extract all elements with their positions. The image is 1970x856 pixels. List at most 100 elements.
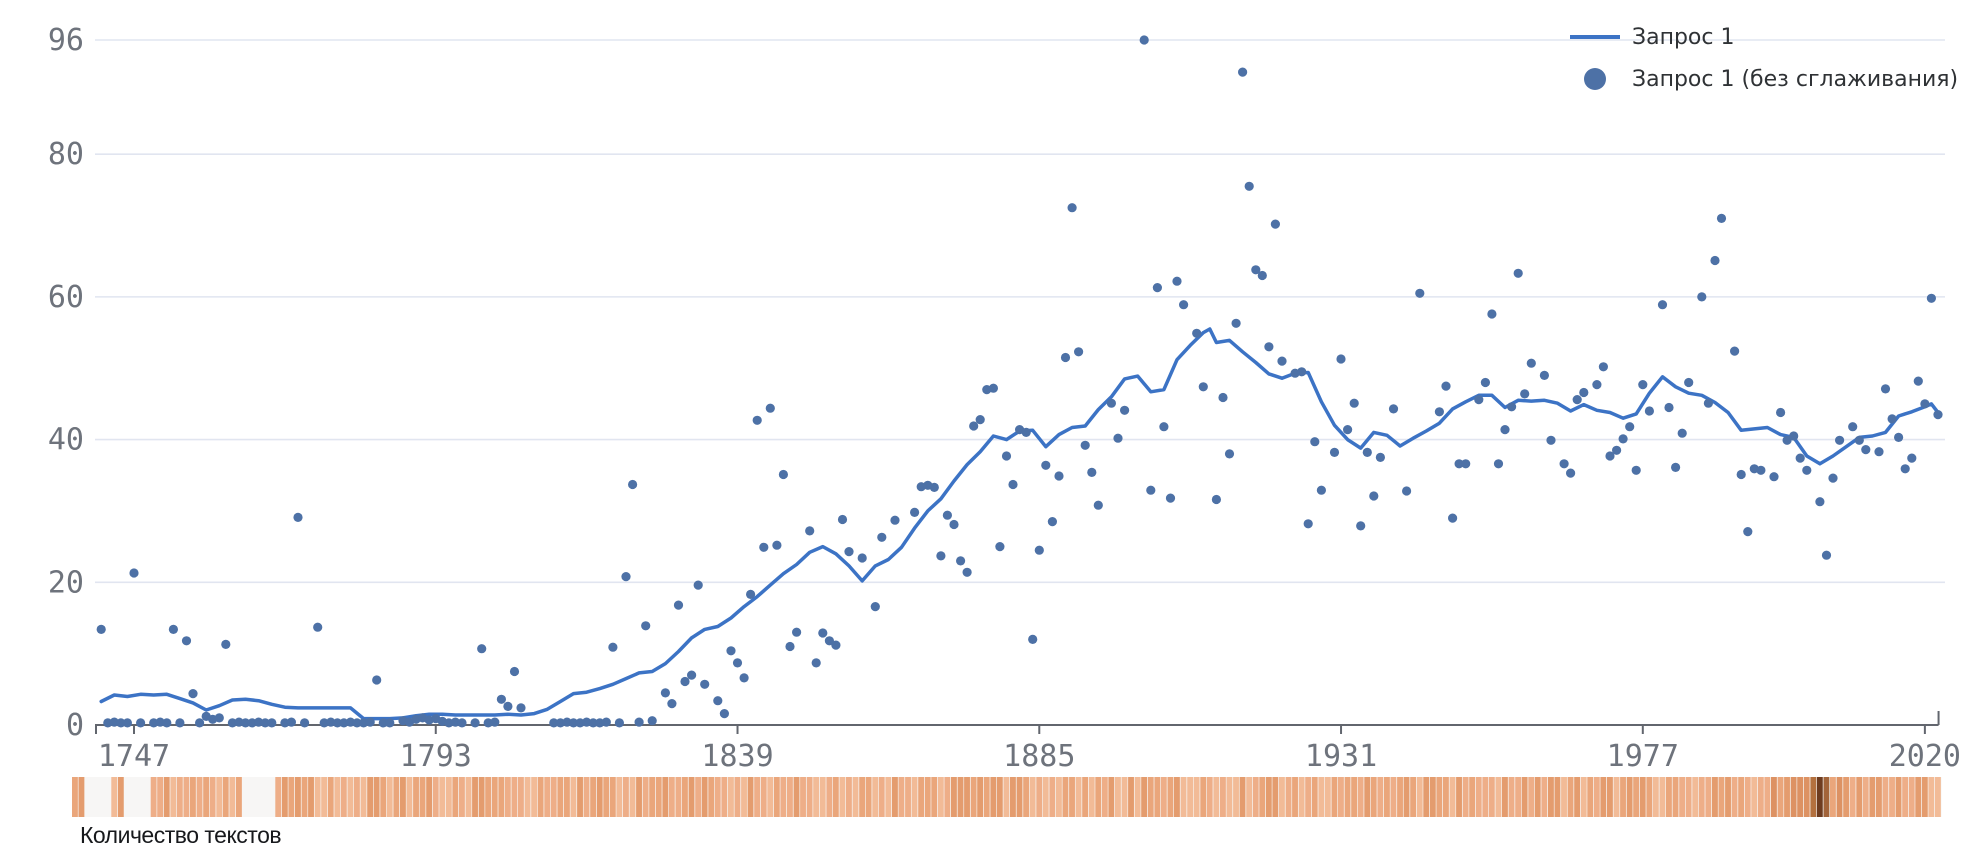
scatter-point[interactable]	[1454, 459, 1464, 469]
scatter-point[interactable]	[1218, 392, 1228, 403]
scatter-point[interactable]	[1074, 347, 1084, 357]
scatter-point[interactable]	[372, 675, 382, 685]
scatter-point[interactable]	[1388, 404, 1399, 414]
scatter-point[interactable]	[1113, 433, 1123, 443]
scatter-point[interactable]	[188, 689, 198, 699]
scatter-point[interactable]	[1605, 451, 1615, 461]
scatter-point[interactable]	[1349, 398, 1359, 408]
scatter-point[interactable]	[1703, 398, 1713, 408]
scatter-point[interactable]	[1474, 395, 1484, 405]
scatter-point[interactable]	[1067, 203, 1077, 213]
scatter-point[interactable]	[365, 717, 375, 727]
scatter-point[interactable]	[1106, 398, 1116, 408]
scatter-point[interactable]	[1710, 255, 1720, 266]
scatter-point[interactable]	[352, 718, 362, 728]
scatter-point[interactable]	[792, 627, 802, 637]
scatter-point[interactable]	[116, 718, 126, 728]
scatter-point[interactable]	[962, 567, 972, 577]
scatter-point[interactable]	[700, 679, 710, 689]
scatter-point[interactable]	[1926, 293, 1936, 303]
scatter-point[interactable]	[1756, 465, 1766, 475]
scatter-point[interactable]	[1152, 283, 1162, 293]
scatter-point[interactable]	[601, 717, 611, 727]
scatter-point[interactable]	[1448, 513, 1458, 523]
scatter-point[interactable]	[759, 542, 769, 552]
scatter-point[interactable]	[621, 572, 631, 582]
scatter-point[interactable]	[785, 641, 795, 652]
scatter-point[interactable]	[1369, 491, 1379, 501]
scatter-point[interactable]	[1894, 432, 1904, 442]
scatter-point[interactable]	[634, 717, 644, 727]
scatter-point[interactable]	[136, 718, 146, 728]
scatter-point[interactable]	[1526, 358, 1536, 368]
scatter-point[interactable]	[1329, 447, 1340, 457]
scatter-point[interactable]	[1402, 486, 1412, 496]
scatter-point[interactable]	[470, 718, 480, 728]
scatter-point[interactable]	[995, 542, 1005, 552]
scatter-point[interactable]	[1303, 519, 1313, 529]
legend-label-raw[interactable]: Запрос 1 (без сглаживания)	[1632, 67, 1958, 92]
scatter-point[interactable]	[260, 718, 270, 728]
scatter-point[interactable]	[1802, 465, 1812, 475]
scatter-point[interactable]	[332, 718, 342, 728]
scatter-point[interactable]	[221, 639, 231, 650]
scatter-point[interactable]	[1874, 447, 1884, 457]
scatter-point[interactable]	[837, 514, 848, 525]
scatter-point[interactable]	[949, 519, 959, 530]
scatter-point[interactable]	[1461, 459, 1471, 469]
scatter-point[interactable]	[1021, 427, 1031, 437]
scatter-point[interactable]	[1192, 328, 1202, 338]
scatter-point[interactable]	[1900, 464, 1910, 474]
scatter-point[interactable]	[129, 568, 139, 578]
scatter-point[interactable]	[1625, 422, 1635, 432]
scatter-point[interactable]	[1835, 435, 1845, 445]
scatter-point[interactable]	[122, 718, 132, 728]
scatter-point[interactable]	[1375, 452, 1385, 462]
scatter-point[interactable]	[1769, 472, 1779, 482]
scatter-point[interactable]	[772, 540, 782, 550]
scatter-point[interactable]	[687, 670, 697, 680]
scatter-point[interactable]	[1684, 377, 1694, 388]
scatter-point[interactable]	[1277, 356, 1287, 366]
scatter-point[interactable]	[509, 666, 520, 677]
scatter-point[interactable]	[1592, 380, 1602, 390]
scatter-point[interactable]	[1880, 384, 1891, 394]
scatter-point[interactable]	[942, 510, 953, 520]
scatter-point[interactable]	[641, 621, 651, 631]
scatter-point[interactable]	[1165, 493, 1176, 503]
scatter-point[interactable]	[1441, 381, 1451, 391]
scatter-point[interactable]	[240, 718, 251, 728]
scatter-point[interactable]	[267, 718, 277, 728]
scatter-point[interactable]	[1861, 445, 1871, 455]
scatter-point[interactable]	[870, 602, 880, 612]
scatter-point[interactable]	[1264, 342, 1274, 352]
scatter-point[interactable]	[1146, 485, 1156, 495]
scatter-point[interactable]	[1343, 425, 1353, 435]
scatter-point[interactable]	[1047, 517, 1057, 527]
scatter-point[interactable]	[1815, 497, 1825, 507]
scatter-point[interactable]	[719, 709, 730, 719]
scatter-point[interactable]	[1697, 292, 1707, 302]
scatter-point[interactable]	[818, 628, 828, 638]
scatter-point[interactable]	[1034, 545, 1044, 555]
scatter-point[interactable]	[1139, 35, 1149, 45]
scatter-point[interactable]	[96, 624, 106, 635]
scatter-point[interactable]	[1664, 402, 1674, 413]
scatter-point[interactable]	[1054, 471, 1064, 481]
scatter-point[interactable]	[1159, 422, 1169, 432]
scatter-point[interactable]	[890, 515, 900, 525]
scatter-point[interactable]	[1657, 300, 1668, 310]
scatter-point[interactable]	[313, 622, 323, 632]
scatter-point[interactable]	[1520, 389, 1530, 399]
scatter-point[interactable]	[1244, 181, 1254, 191]
scatter-point[interactable]	[1513, 268, 1523, 278]
scatter-point[interactable]	[195, 718, 205, 728]
scatter-point[interactable]	[988, 383, 999, 393]
scatter-point[interactable]	[1887, 414, 1897, 424]
scatter-point[interactable]	[1638, 380, 1648, 390]
scatter-point[interactable]	[385, 718, 395, 728]
scatter-point[interactable]	[732, 658, 743, 668]
scatter-point[interactable]	[680, 676, 690, 687]
smoothed-series-line[interactable]	[99, 327, 1940, 721]
scatter-point[interactable]	[1336, 354, 1346, 364]
